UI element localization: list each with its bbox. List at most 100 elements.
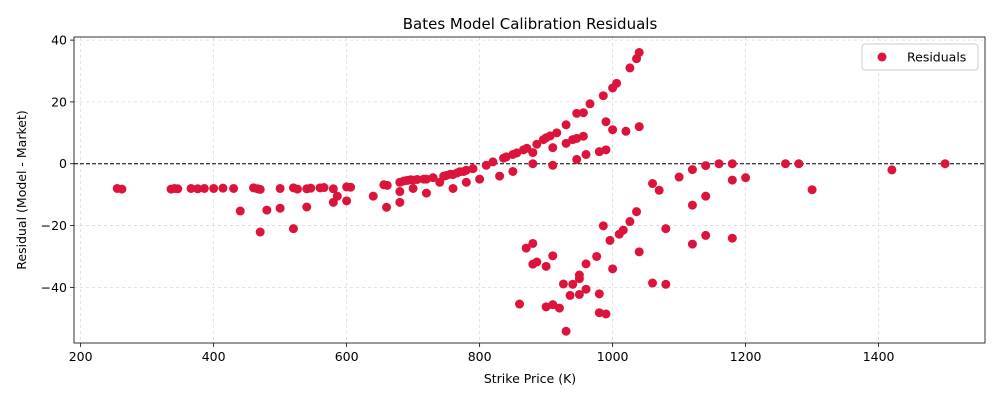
data-point — [342, 196, 352, 206]
data-point — [634, 247, 644, 257]
data-point — [412, 174, 422, 184]
data-point — [572, 108, 582, 118]
data-point — [674, 172, 684, 182]
data-point — [235, 206, 245, 216]
data-point — [193, 184, 203, 194]
data-point — [528, 159, 538, 169]
data-point — [461, 177, 471, 187]
data-point — [508, 166, 518, 176]
data-point — [199, 183, 209, 193]
data-point — [558, 279, 568, 289]
y-tick-label: −40 — [41, 280, 67, 295]
data-point — [781, 159, 791, 169]
data-point — [515, 299, 525, 309]
x-tick-label: 600 — [335, 349, 359, 364]
data-point — [605, 235, 615, 245]
data-point — [807, 185, 817, 195]
x-tick-label: 400 — [202, 349, 226, 364]
x-tick-label: 1400 — [863, 349, 895, 364]
data-point — [435, 177, 445, 187]
x-tick-label: 1200 — [730, 349, 762, 364]
data-point — [578, 108, 588, 118]
data-point — [275, 203, 285, 213]
data-point — [541, 261, 551, 271]
data-point — [186, 183, 196, 193]
data-point — [292, 184, 302, 194]
data-point — [319, 183, 329, 193]
data-point — [395, 197, 405, 207]
data-point — [625, 63, 635, 73]
data-point — [561, 120, 571, 130]
data-point — [568, 279, 578, 289]
data-point — [578, 131, 588, 141]
x-axis-label: Strike Price (K) — [484, 371, 576, 386]
data-point — [302, 202, 312, 212]
data-point — [548, 143, 558, 153]
x-tick-label: 200 — [69, 349, 93, 364]
data-point — [306, 183, 316, 193]
data-point — [598, 221, 608, 231]
data-point — [687, 165, 697, 175]
legend-label: Residuals — [907, 50, 966, 65]
data-point — [255, 184, 265, 194]
data-point — [608, 264, 618, 274]
data-point — [229, 183, 239, 193]
data-point — [548, 160, 558, 170]
data-point — [608, 125, 618, 135]
data-point — [548, 300, 558, 310]
data-point — [328, 197, 338, 207]
y-tick-label: 0 — [59, 156, 67, 171]
data-point — [794, 159, 804, 169]
x-tick-label: 800 — [468, 349, 492, 364]
data-point — [209, 183, 219, 193]
data-point — [701, 191, 711, 201]
data-point — [395, 187, 405, 197]
data-point — [581, 259, 591, 269]
data-point — [581, 149, 591, 159]
data-point — [275, 183, 285, 193]
data-point — [382, 202, 392, 212]
data-point — [561, 138, 571, 148]
data-point — [481, 160, 491, 170]
data-point — [601, 117, 611, 127]
y-axis-label: Residual (Model - Market) — [14, 110, 29, 269]
data-point — [428, 173, 438, 183]
data-point — [701, 161, 711, 171]
legend: Residuals — [861, 43, 979, 71]
data-point — [727, 175, 737, 185]
data-point — [585, 99, 595, 109]
data-point — [601, 309, 611, 319]
data-point — [727, 233, 737, 243]
data-point — [528, 148, 538, 158]
data-point — [940, 159, 950, 169]
y-tick-label: 40 — [51, 33, 67, 48]
data-point — [262, 205, 272, 215]
data-point — [521, 243, 531, 253]
data-point — [727, 159, 737, 169]
y-axis-ticks: −40 −20 0 20 40 — [41, 33, 74, 295]
x-axis-ticks: 200 400 600 800 1000 1200 1400 — [69, 343, 895, 364]
data-point — [532, 139, 542, 149]
data-point — [654, 185, 664, 195]
legend-box — [861, 43, 979, 71]
legend-marker — [877, 52, 887, 62]
data-point — [368, 191, 378, 201]
data-point — [117, 184, 127, 194]
plot-area-frame — [73, 36, 986, 344]
data-point — [346, 182, 356, 192]
data-point — [475, 174, 485, 184]
data-point — [528, 238, 538, 248]
data-point — [552, 128, 562, 138]
data-points — [112, 47, 950, 336]
data-point — [714, 159, 724, 169]
data-point — [572, 154, 582, 164]
data-point — [601, 145, 611, 155]
data-point — [554, 303, 564, 313]
data-point — [448, 183, 458, 193]
data-point — [634, 47, 644, 57]
data-point — [594, 308, 604, 318]
data-point — [594, 289, 604, 299]
data-point — [574, 289, 584, 299]
